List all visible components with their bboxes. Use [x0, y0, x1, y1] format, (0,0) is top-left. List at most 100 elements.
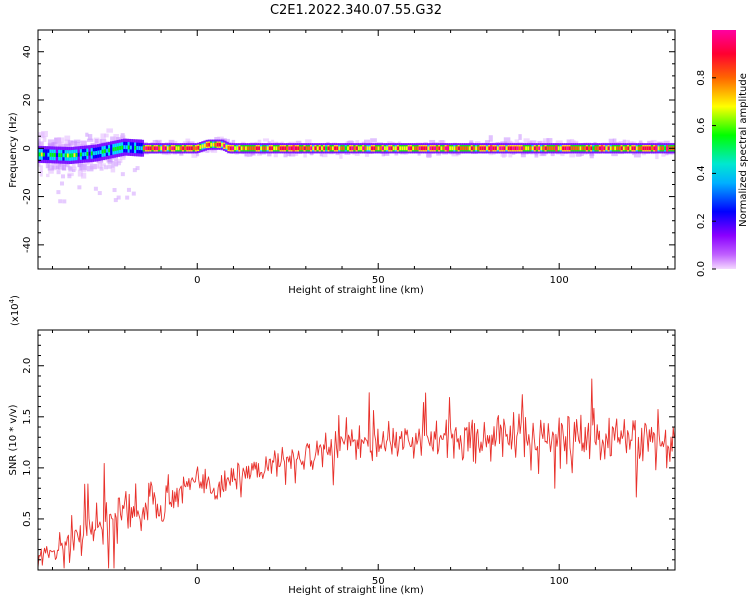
- heatmap-cell: [153, 146, 157, 151]
- heatmap-cell: [268, 146, 272, 151]
- heatmap-cell: [173, 146, 177, 151]
- heatmap-cell: [73, 153, 77, 158]
- heatmap-cell: [110, 147, 114, 152]
- heatmap-cell: [407, 146, 411, 151]
- heatmap-cell: [631, 146, 635, 151]
- heatmap-cell: [342, 146, 346, 151]
- heatmap-cell: [525, 146, 529, 151]
- heatmap-cell: [58, 199, 63, 204]
- colorbar-tick-label: 0.8: [696, 70, 707, 86]
- heatmap-cell: [85, 132, 89, 137]
- heatmap-cell: [568, 146, 572, 151]
- heatmap-cell: [360, 146, 363, 151]
- heatmap-cell: [392, 146, 396, 151]
- heatmap-cell: [540, 146, 544, 151]
- heatmap-cell: [110, 166, 116, 173]
- heatmap-cell: [177, 146, 181, 151]
- heatmap-cell: [379, 146, 383, 151]
- heatmap-cell: [438, 146, 442, 151]
- heatmap-cell: [77, 169, 83, 177]
- heatmap-cell: [119, 134, 126, 141]
- heatmap-cell: [168, 139, 175, 146]
- heatmap-cell: [590, 146, 594, 151]
- heatmap-cell: [97, 139, 102, 145]
- heatmap-cell: [104, 133, 109, 138]
- heatmap-cell: [327, 146, 331, 151]
- heatmap-cell: [58, 153, 62, 158]
- heatmap-cell: [132, 145, 135, 150]
- heatmap-cell: [38, 152, 42, 157]
- heatmap-cell: [357, 146, 361, 151]
- heatmap-cell: [627, 146, 631, 151]
- heatmap-cell: [566, 146, 570, 151]
- heatmap-cell: [583, 146, 587, 151]
- heatmap-cell: [169, 146, 172, 151]
- heatmap-cell: [100, 133, 106, 140]
- heatmap-cell: [625, 139, 630, 144]
- heatmap-cell: [127, 145, 131, 150]
- heatmap-cell: [353, 146, 357, 151]
- heatmap-cell: [106, 148, 109, 153]
- heatmap-cell: [107, 164, 112, 169]
- heatmap-cell: [210, 142, 214, 147]
- heatmap-cell: [371, 146, 374, 151]
- heatmap-cell: [295, 146, 298, 151]
- heatmap-cell: [653, 146, 657, 151]
- heatmap-cell: [451, 152, 459, 157]
- heatmap-cell: [123, 145, 127, 150]
- heatmap-cell: [171, 146, 175, 151]
- heatmap-cell: [47, 152, 51, 157]
- heatmap-cell: [77, 185, 82, 190]
- heatmap-cell: [67, 174, 72, 179]
- heatmap-cell: [286, 146, 290, 151]
- heatmap-cell: [607, 146, 611, 151]
- heatmap-cell: [325, 146, 329, 151]
- heatmap-cell: [223, 143, 227, 148]
- heatmap-cell: [212, 142, 216, 147]
- heatmap-cell: [264, 146, 268, 151]
- heatmap-cell: [321, 146, 324, 151]
- heatmap-cell: [281, 146, 285, 151]
- heatmap-cell: [655, 153, 659, 160]
- heatmap-cell: [93, 186, 98, 191]
- heatmap-cell: [283, 150, 288, 158]
- heatmap-cell: [94, 164, 100, 169]
- heatmap-cell: [403, 146, 407, 151]
- heatmap-cell: [164, 146, 168, 151]
- heatmap-cell: [140, 146, 144, 151]
- heatmap-cell: [134, 145, 138, 150]
- colorbar-tick-label: 0.6: [696, 118, 707, 134]
- heatmap-cell: [503, 146, 507, 151]
- heatmap-cell: [216, 142, 220, 147]
- heatmap-cell: [275, 146, 279, 151]
- heatmap-cell: [160, 146, 164, 151]
- heatmap-cell: [361, 141, 366, 145]
- heatmap-cell: [156, 141, 161, 145]
- heatmap-cell: [70, 142, 78, 147]
- heatmap-cell: [618, 146, 622, 151]
- heatmap-cell: [663, 140, 670, 145]
- heatmap-cell: [182, 141, 187, 145]
- heatmap-cell: [258, 146, 261, 151]
- colorbar-tick-label: 0.2: [696, 213, 707, 229]
- top-y-ticks: -40 -20 0 20 40: [22, 39, 675, 258]
- heatmap-cell: [292, 146, 296, 151]
- heatmap-cell: [364, 146, 368, 151]
- heatmap-cell: [412, 146, 416, 151]
- heatmap-cell: [97, 162, 103, 169]
- heatmap-cell: [569, 152, 576, 158]
- heatmap-cell: [488, 146, 492, 151]
- heatmap-cell: [544, 146, 548, 151]
- heatmap-cell: [381, 151, 385, 157]
- heatmap-cell: [499, 146, 502, 151]
- heatmap-cell: [555, 146, 559, 151]
- heatmap-cell: [529, 140, 537, 146]
- heatmap-cell: [71, 153, 75, 158]
- heatmap-cell: [440, 146, 444, 151]
- heatmap-cell: [192, 146, 196, 151]
- heatmap-cell: [612, 138, 617, 144]
- heatmap-cell: [542, 138, 550, 145]
- heatmap-cell: [273, 153, 278, 158]
- snr-line-group: [38, 378, 675, 569]
